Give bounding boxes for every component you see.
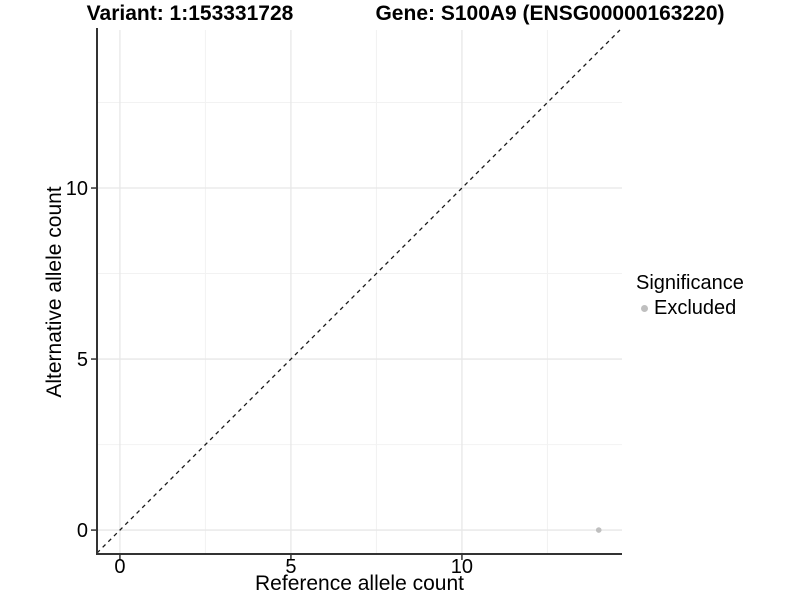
legend-item-label: Excluded — [654, 297, 737, 319]
grid-minor — [97, 30, 622, 553]
legend-title: Significance — [636, 272, 744, 294]
data-point — [595, 527, 602, 533]
legend-dot-swatch — [640, 304, 648, 312]
y-tick-label: 10 — [66, 178, 88, 200]
axis-lines — [96, 28, 622, 555]
y-axis-label: Alternative allele count — [43, 186, 66, 398]
y-tick-label: 5 — [77, 349, 88, 371]
variant-title: Variant: 1:153331728 — [86, 2, 294, 25]
legend-point-icon — [636, 299, 652, 317]
x-tick-label: 0 — [114, 556, 125, 578]
tick-marks — [91, 187, 463, 560]
x-tick-label: 5 — [285, 556, 296, 578]
gene-title: Gene: S100A9 (ENSG00000163220) — [375, 2, 725, 25]
legend: Significance Excluded — [636, 271, 744, 320]
x-tick-label: 10 — [451, 556, 473, 578]
grid-major — [97, 30, 622, 553]
x-axis-label: Reference allele count — [255, 572, 464, 595]
y-tick-label: 0 — [77, 520, 88, 542]
legend-item-excluded: Excluded — [636, 296, 744, 320]
identity-line — [96, 29, 621, 554]
